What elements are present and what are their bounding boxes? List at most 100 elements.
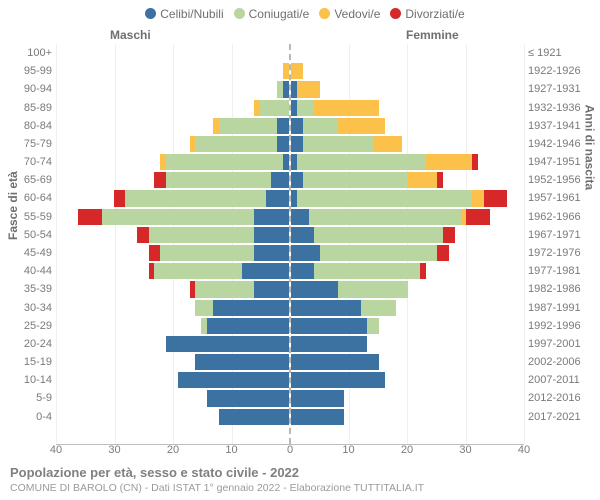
segment-div xyxy=(484,190,507,206)
segment-cel xyxy=(291,390,344,406)
segment-cel xyxy=(291,118,303,134)
bar-female xyxy=(291,63,303,79)
bar-male xyxy=(195,354,289,370)
x-axis-ticks: 40302010010203040 xyxy=(56,444,524,462)
chart-subtitle: COMUNE DI BAROLO (CN) - Dati ISTAT 1° ge… xyxy=(10,482,590,494)
segment-cel xyxy=(178,372,289,388)
segment-div xyxy=(443,227,455,243)
bar-male xyxy=(190,136,289,152)
age-label: 25-29 xyxy=(6,317,52,335)
segment-con xyxy=(314,227,443,243)
age-row: 70-741947-1951 xyxy=(56,153,524,171)
bar-male xyxy=(201,318,289,334)
legend-label: Vedovi/e xyxy=(334,7,380,21)
segment-div xyxy=(472,154,478,170)
segment-ved xyxy=(283,63,289,79)
bar-female xyxy=(291,390,344,406)
bar-female xyxy=(291,263,426,279)
bar-male xyxy=(195,300,289,316)
bar-male xyxy=(219,409,289,425)
birth-year-label: 1982-1986 xyxy=(528,280,596,298)
segment-cel xyxy=(254,245,289,261)
segment-div xyxy=(149,245,161,261)
segment-div xyxy=(420,263,426,279)
age-row: 45-491972-1976 xyxy=(56,244,524,262)
x-tick-label: 20 xyxy=(167,444,179,456)
segment-cel xyxy=(291,172,303,188)
birth-year-label: 1962-1966 xyxy=(528,208,596,226)
age-label: 60-64 xyxy=(6,189,52,207)
segment-cel xyxy=(254,227,289,243)
age-row: 50-541967-1971 xyxy=(56,226,524,244)
segment-con xyxy=(149,227,254,243)
birth-year-label: 1937-1941 xyxy=(528,117,596,135)
segment-cel xyxy=(195,354,289,370)
segment-cel xyxy=(291,263,314,279)
age-label: 80-84 xyxy=(6,117,52,135)
segment-cel xyxy=(291,409,344,425)
bar-male xyxy=(166,336,289,352)
segment-con xyxy=(303,118,338,134)
age-row: 10-142007-2011 xyxy=(56,371,524,389)
bar-male xyxy=(283,63,289,79)
segment-cel xyxy=(242,263,289,279)
segment-cel xyxy=(277,118,289,134)
segment-cel xyxy=(291,227,314,243)
bar-female xyxy=(291,190,507,206)
segment-cel xyxy=(207,390,289,406)
bar-male xyxy=(277,81,289,97)
segment-con xyxy=(297,154,426,170)
segment-cel xyxy=(291,300,361,316)
age-label: 45-49 xyxy=(6,244,52,262)
segment-div xyxy=(437,245,449,261)
segment-cel xyxy=(277,136,289,152)
legend-label: Celibi/Nubili xyxy=(160,7,223,21)
age-row: 20-241997-2001 xyxy=(56,335,524,353)
segment-cel xyxy=(213,300,289,316)
birth-year-label: 1992-1996 xyxy=(528,317,596,335)
bar-female xyxy=(291,354,379,370)
birth-year-label: 1952-1956 xyxy=(528,171,596,189)
age-label: 100+ xyxy=(6,44,52,62)
age-row: 75-791942-1946 xyxy=(56,135,524,153)
birth-year-label: 1972-1976 xyxy=(528,244,596,262)
legend-label: Divorziati/e xyxy=(405,7,464,21)
birth-year-label: 1977-1981 xyxy=(528,262,596,280)
segment-div xyxy=(466,209,489,225)
segment-con xyxy=(361,300,396,316)
bar-male xyxy=(149,263,289,279)
segment-cel xyxy=(291,209,309,225)
segment-con xyxy=(195,136,277,152)
segment-cel xyxy=(291,281,338,297)
segment-con xyxy=(320,245,437,261)
age-row: 0-42017-2021 xyxy=(56,408,524,426)
segment-ved xyxy=(291,63,303,79)
segment-con xyxy=(260,100,289,116)
bar-male xyxy=(154,172,289,188)
x-tick-label: 40 xyxy=(50,444,62,456)
segment-con xyxy=(166,154,283,170)
segment-con xyxy=(102,209,254,225)
segment-cel xyxy=(291,318,367,334)
bar-female xyxy=(291,100,379,116)
bar-female xyxy=(291,245,449,261)
legend: Celibi/NubiliConiugati/eVedovi/eDivorzia… xyxy=(0,6,600,21)
bar-female xyxy=(291,172,443,188)
age-label: 85-89 xyxy=(6,99,52,117)
x-tick-label: 0 xyxy=(287,444,293,456)
age-row: 40-441977-1981 xyxy=(56,262,524,280)
age-label: 10-14 xyxy=(6,371,52,389)
segment-con xyxy=(297,190,473,206)
segment-con xyxy=(367,318,379,334)
birth-year-label: 1957-1961 xyxy=(528,189,596,207)
x-tick-label: 30 xyxy=(459,444,471,456)
birth-year-label: 2002-2006 xyxy=(528,353,596,371)
birth-year-label: 1997-2001 xyxy=(528,335,596,353)
segment-con xyxy=(309,209,461,225)
segment-cel xyxy=(207,318,289,334)
segment-con xyxy=(338,281,408,297)
segment-ved xyxy=(373,136,402,152)
birth-year-label: 1932-1936 xyxy=(528,99,596,117)
age-row: 55-591962-1966 xyxy=(56,208,524,226)
age-label: 0-4 xyxy=(6,408,52,426)
